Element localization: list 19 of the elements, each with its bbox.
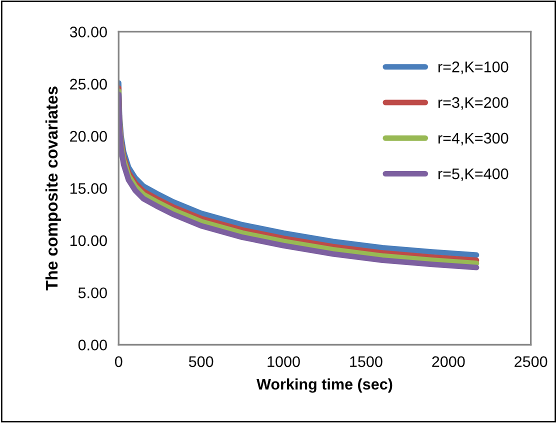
y-tick-label: 20.00 bbox=[70, 130, 107, 142]
x-tick-label: 1000 bbox=[268, 356, 300, 368]
y-tick-label: 30.00 bbox=[70, 26, 107, 38]
x-tick-label: 2000 bbox=[432, 356, 465, 368]
legend-label: r=5,K=400 bbox=[438, 168, 508, 182]
y-tick-label: 5.00 bbox=[78, 287, 107, 298]
legend-label: r=3,K=200 bbox=[438, 97, 508, 110]
y-axis-title: The composite covariates bbox=[45, 86, 61, 290]
x-tick-label: 0 bbox=[114, 356, 122, 368]
x-axis-title: Working time (sec) bbox=[256, 378, 392, 393]
x-tick-label: 1500 bbox=[350, 356, 382, 368]
legend-label: r=4,K=300 bbox=[438, 132, 508, 146]
x-tick-label: 2500 bbox=[514, 356, 548, 368]
x-tick-label: 500 bbox=[188, 356, 214, 368]
y-tick-label: 0.00 bbox=[78, 340, 107, 350]
y-tick-label: 25.00 bbox=[70, 78, 107, 90]
y-tick-label: 10.00 bbox=[70, 235, 107, 246]
y-tick-label: 15.00 bbox=[70, 183, 107, 194]
legend-label: r=2,K=100 bbox=[438, 62, 508, 74]
